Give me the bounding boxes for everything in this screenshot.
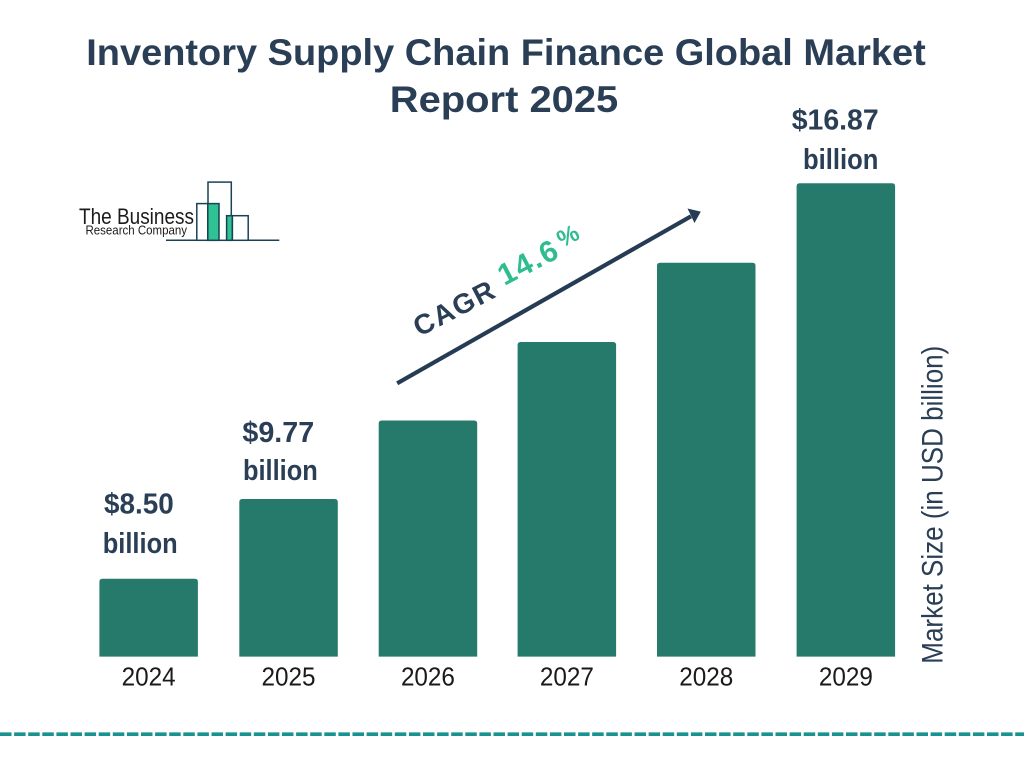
svg-text:billion: billion: [803, 144, 878, 176]
svg-text:2027: 2027: [540, 661, 594, 691]
svg-text:billion: billion: [103, 528, 178, 560]
svg-text:The Business: The Business: [79, 204, 194, 229]
svg-text:2026: 2026: [401, 661, 455, 691]
svg-text:$16.87: $16.87: [792, 104, 879, 136]
svg-text:2025: 2025: [262, 661, 316, 691]
svg-text:2029: 2029: [819, 661, 873, 691]
svg-text:Report 2025: Report 2025: [390, 78, 619, 120]
svg-text:2024: 2024: [122, 661, 176, 691]
svg-text:billion: billion: [243, 455, 318, 487]
svg-text:Research Company: Research Company: [86, 224, 188, 238]
svg-text:2028: 2028: [679, 661, 733, 691]
svg-text:CAGR14.6%: CAGR14.6%: [404, 219, 592, 342]
svg-text:Inventory Supply Chain Finance: Inventory Supply Chain Finance Global Ma…: [86, 31, 926, 73]
svg-text:$8.50: $8.50: [104, 488, 174, 520]
svg-text:$9.77: $9.77: [242, 417, 314, 449]
svg-text:Market Size (in USD billion): Market Size (in USD billion): [917, 346, 950, 664]
